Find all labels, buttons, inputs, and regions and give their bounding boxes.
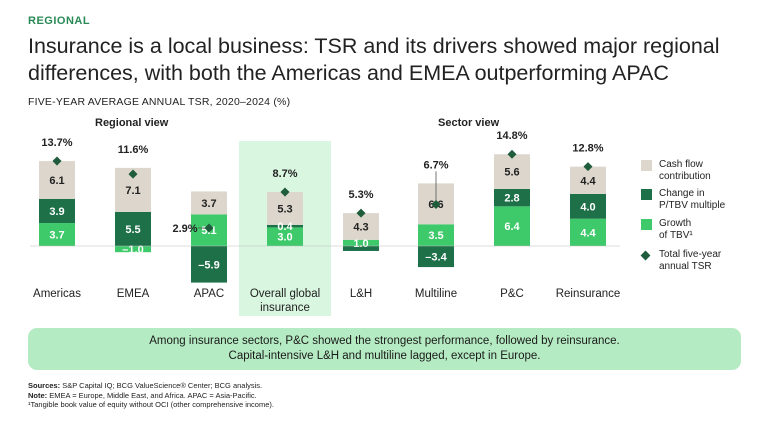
category-label-emea: EMEA — [117, 288, 150, 300]
bar-label-reinsurance-ptbv: 4.0 — [580, 201, 595, 213]
total-label-pc: 14.8% — [496, 130, 527, 142]
footnotes: Sources: S&P Capital IQ; BCG ValueScienc… — [28, 381, 274, 410]
legend-cash-flow-swatch — [641, 160, 652, 171]
bar-label-emea-tbv: –1.0 — [122, 244, 143, 256]
legend-cash-flow-line2: contribution — [659, 171, 711, 182]
bar-label-americas-ptbv: 3.9 — [49, 206, 64, 218]
bar-label-apac-cash: 3.7 — [201, 198, 216, 210]
category-label-americas: Americas — [33, 288, 81, 300]
note-text: EMEA = Europe, Middle East, and Africa. … — [49, 390, 257, 400]
bar-apac-cash — [191, 191, 227, 215]
bar-label-apac-ptbv: –5.9 — [198, 259, 219, 271]
total-label-lh: 5.3% — [348, 189, 373, 201]
total-label-americas: 13.7% — [41, 137, 72, 149]
bar-label-pc-ptbv: 2.8 — [504, 193, 519, 205]
bar-pc-tbv — [494, 206, 530, 246]
legend-total-line1: Total five-year — [659, 249, 722, 260]
chart-subtitle: FIVE-YEAR AVERAGE ANNUAL TSR, 2020–2024 … — [28, 96, 291, 108]
bar-global-ptbv — [267, 224, 303, 228]
total-marker-apac — [204, 223, 214, 233]
bar-apac-ptbv — [191, 246, 227, 283]
bar-label-multiline-tbv: 3.5 — [428, 230, 443, 242]
bar-label-lh-cash: 4.3 — [353, 221, 368, 233]
bar-label-pc-cash: 5.6 — [504, 167, 519, 179]
bar-label-americas-cash: 6.1 — [49, 175, 64, 187]
legend-tbv-line2: of TBV¹ — [659, 230, 693, 241]
total-marker-americas — [52, 156, 62, 166]
title-line-2: differences, with both the Americas and … — [28, 61, 669, 85]
note-label: Note: — [28, 390, 48, 400]
bar-pc-ptbv — [494, 188, 530, 207]
legend-total-line2: annual TSR — [659, 261, 712, 272]
bar-multiline-ptbv — [418, 246, 454, 268]
sector-view-label: Sector view — [438, 117, 500, 129]
bar-multiline-tbv — [418, 224, 454, 246]
total-label-emea: 11.6% — [118, 144, 149, 156]
bar-label-emea-cash: 7.1 — [125, 185, 140, 197]
title-line-1: Insurance is a local business: TSR and i… — [28, 34, 720, 58]
category-label-reinsurance: Reinsurance — [556, 288, 621, 300]
total-label-multiline: 6.7% — [423, 159, 448, 171]
bar-label-reinsurance-cash: 4.4 — [580, 175, 596, 187]
regional-view-label: Regional view — [95, 117, 169, 129]
footnote-line: ¹Tangible book value of equity without O… — [28, 400, 274, 409]
bar-label-multiline-ptbv: –3.4 — [425, 252, 447, 264]
bar-label-lh-tbv: 1.0 — [353, 238, 368, 250]
bar-label-global-tbv: 3.0 — [277, 232, 292, 244]
bar-lh-ptbv — [343, 246, 379, 251]
total-marker-emea — [128, 169, 138, 179]
bar-americas-ptbv — [39, 198, 75, 224]
note-line: Note: EMEA = Europe, Middle East, and Af… — [28, 391, 274, 401]
legend-ptbv-line2: P/TBV multiple — [659, 200, 726, 211]
bar-emea-ptbv — [115, 211, 151, 246]
category-label-pc: P&C — [500, 288, 524, 300]
bar-label-global-ptbv: 0.4 — [277, 221, 293, 233]
key-takeaway-callout: Among insurance sectors, P&C showed the … — [28, 328, 741, 370]
bar-reinsurance-cash — [570, 166, 606, 194]
bar-lh-tbv — [343, 239, 379, 246]
bar-pc-cash — [494, 154, 530, 189]
sources-line: Sources: S&P Capital IQ; BCG ValueScienc… — [28, 381, 274, 391]
category-label-apac: APAC — [194, 288, 224, 300]
bar-label-americas-tbv: 3.7 — [49, 230, 64, 242]
total-label-global: 8.7% — [272, 168, 297, 180]
legend-tbv-line1: Growth — [659, 218, 692, 229]
category-label-lh: L&H — [350, 288, 372, 300]
page-title: Insurance is a local business: TSR and i… — [28, 33, 748, 87]
sources-text: S&P Capital IQ; BCG ValueScience® Center… — [62, 381, 263, 390]
bar-reinsurance-ptbv — [570, 193, 606, 219]
category-label-multiline: Multiline — [415, 288, 457, 300]
category-label-global: Overall global — [250, 288, 320, 300]
bar-global-tbv — [267, 227, 303, 246]
callout-line-2: Capital-intensive L&H and multiline lagg… — [228, 350, 541, 362]
total-label-reinsurance: 12.8% — [572, 143, 603, 155]
legend-cash-flow-line1: Cash flow — [659, 159, 703, 170]
bar-label-reinsurance-tbv: 4.4 — [580, 227, 596, 239]
section-tag: REGIONAL — [28, 15, 91, 27]
bar-emea-tbv — [115, 246, 151, 253]
bar-americas-tbv — [39, 223, 75, 246]
legend-tbv-swatch — [641, 219, 652, 230]
category-label2-global: insurance — [260, 302, 310, 314]
bar-global-cash — [267, 192, 303, 225]
legend-ptbv-line1: Change in — [659, 188, 705, 199]
bar-label-global-cash: 5.3 — [277, 203, 292, 215]
total-label-apac: 2.9% — [172, 223, 197, 235]
legend-ptbv-swatch — [641, 189, 652, 200]
callout-line-1: Among insurance sectors, P&C showed the … — [149, 335, 620, 347]
bar-label-pc-tbv: 6.4 — [504, 221, 520, 233]
sources-label: Sources: — [28, 381, 61, 390]
bar-reinsurance-tbv — [570, 218, 606, 246]
bar-americas-cash — [39, 161, 75, 199]
bar-label-emea-ptbv: 5.5 — [125, 224, 140, 236]
